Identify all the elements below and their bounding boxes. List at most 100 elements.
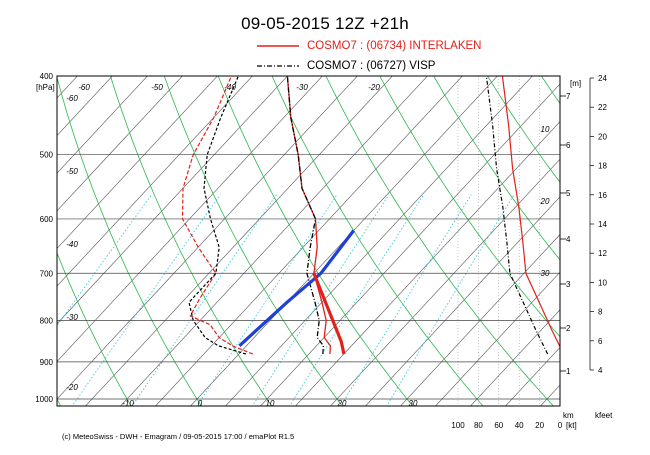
wind-tick-label: 20 (535, 421, 544, 430)
plot-frame (56, 75, 561, 407)
isotherm-line (57, 76, 218, 249)
footer-credit: (c) MeteoSwiss - DWH - Emagram / 09-05-2… (62, 432, 295, 441)
isotherm-line (505, 346, 560, 406)
wind-tick-label: 100 (451, 421, 465, 430)
dry-adiabat (379, 76, 560, 338)
dry-adiabat (583, 58, 650, 413)
km-tick-label: 1 (566, 367, 571, 376)
wind-tick-label: 60 (494, 421, 503, 430)
lifted-parcel-red (312, 272, 346, 355)
isotherm-label: 20 (337, 399, 347, 408)
temperature-curve-interlaken (286, 76, 332, 355)
km-tick-label: 4 (566, 235, 571, 244)
wind-speed-label: 30 (541, 269, 550, 278)
height-m-unit-label: [m] (570, 79, 581, 88)
isotherm-label: -10 (122, 399, 134, 408)
isotherm-line (400, 234, 560, 406)
kfeet-tick-label: 12 (598, 249, 607, 258)
isotherm-line (57, 76, 358, 400)
pressure-tick-label: 800 (40, 316, 54, 325)
isotherm-label: -30 (296, 83, 308, 92)
dry-adiabat (217, 76, 414, 406)
pressure-unit-label: [hPa] (36, 83, 55, 92)
mixing-ratio-line (340, 194, 472, 406)
kfeet-tick-label: 4 (598, 366, 603, 375)
isotherm-label: -40 (224, 83, 236, 92)
wind-tick-label: 80 (474, 421, 483, 430)
isotherm-label: -50 (66, 167, 78, 176)
legend-swatch-black (257, 65, 299, 67)
dry-adiabat (487, 76, 560, 183)
kfeet-tick-label: 16 (598, 191, 607, 200)
mixing-ratio-line (57, 194, 152, 327)
chart-title: 09-05-2015 12Z +21h (241, 14, 409, 33)
isotherm-line (365, 196, 560, 406)
mixing-ratio-line (386, 194, 515, 406)
wind-tick-label: 40 (515, 421, 524, 430)
isotherm-line (0, 58, 24, 413)
km-tick-label: 7 (566, 92, 571, 101)
wind-unit-label: [kt] (566, 421, 577, 430)
mixing-ratio-line (71, 194, 221, 406)
wind-tick-label: 0 (558, 421, 563, 430)
isotherm-label: 10 (266, 399, 275, 408)
km-tick-label: 3 (566, 280, 571, 289)
dewpoint-curve-visp (188, 76, 247, 355)
mixing-ratio-line (251, 194, 390, 406)
wind-profile (485, 76, 549, 355)
isotherm-line (85, 76, 393, 406)
isotherm-line (470, 309, 560, 406)
dry-adiabat (57, 251, 132, 406)
lifted-parcel-blue (238, 229, 355, 347)
isotherm-line (540, 384, 560, 406)
kfeet-tick-label: 24 (598, 74, 607, 83)
pressure-tick-label: 400 (40, 72, 54, 81)
kfeet-tick-label: 6 (598, 337, 603, 346)
km-tick-label: 5 (566, 189, 571, 198)
isotherm-line (120, 76, 428, 406)
km-tick-label: 6 (566, 141, 571, 150)
temperature-curve-visp (286, 76, 325, 355)
km-tick-label: 2 (566, 324, 571, 333)
kfeet-unit-label: kfeet (595, 411, 613, 420)
wind-speed-label: 20 (540, 197, 550, 206)
isotherm-line (57, 76, 148, 174)
isotherm-line (225, 76, 533, 406)
height-km-unit-label: km (563, 411, 574, 420)
pressure-tick-label: 600 (40, 215, 54, 224)
kfeet-tick-label: 20 (598, 132, 607, 141)
isotherm-label: -50 (151, 83, 163, 92)
dry-adiabat (163, 76, 343, 406)
kfeet-tick-label: 18 (598, 162, 607, 171)
kfeet-tick-label: 22 (598, 103, 607, 112)
isotherm-line (57, 76, 323, 362)
isotherm-line (57, 76, 113, 137)
isotherm-label: -60 (66, 94, 78, 103)
pressure-tick-label: 900 (40, 358, 54, 367)
legend-label-interlaken: COSMO7 : (06734) INTERLAKEN (307, 40, 482, 52)
isotherm-label: -40 (66, 240, 78, 249)
isotherm-line (155, 76, 463, 406)
kfeet-tick-label: 14 (598, 220, 607, 229)
isotherm-label: 30 (409, 399, 418, 408)
isotherm-label: -20 (368, 83, 380, 92)
isotherm-line (260, 83, 560, 406)
wind-profile (501, 76, 560, 349)
kfeet-tick-label: 10 (598, 278, 607, 287)
isotherm-label: -30 (66, 313, 78, 322)
isotherm-label: 0 (198, 399, 203, 408)
dry-adiabat (57, 76, 202, 406)
pressure-tick-label: 500 (40, 151, 54, 160)
isotherm-line (569, 58, 650, 413)
wind-speed-label: 10 (541, 125, 550, 134)
isotherm-line (57, 76, 288, 325)
dry-adiabat (636, 58, 650, 413)
legend-label-visp: COSMO7 : (06727) VISP (307, 60, 436, 72)
isotherm-label: -20 (66, 383, 78, 392)
mixing-ratio-line (131, 194, 277, 406)
dry-adiabat (433, 76, 560, 261)
dry-adiabat (57, 398, 62, 406)
dry-adiabat (110, 76, 273, 406)
pressure-tick-label: 700 (40, 269, 54, 278)
dry-adiabat (325, 76, 554, 406)
